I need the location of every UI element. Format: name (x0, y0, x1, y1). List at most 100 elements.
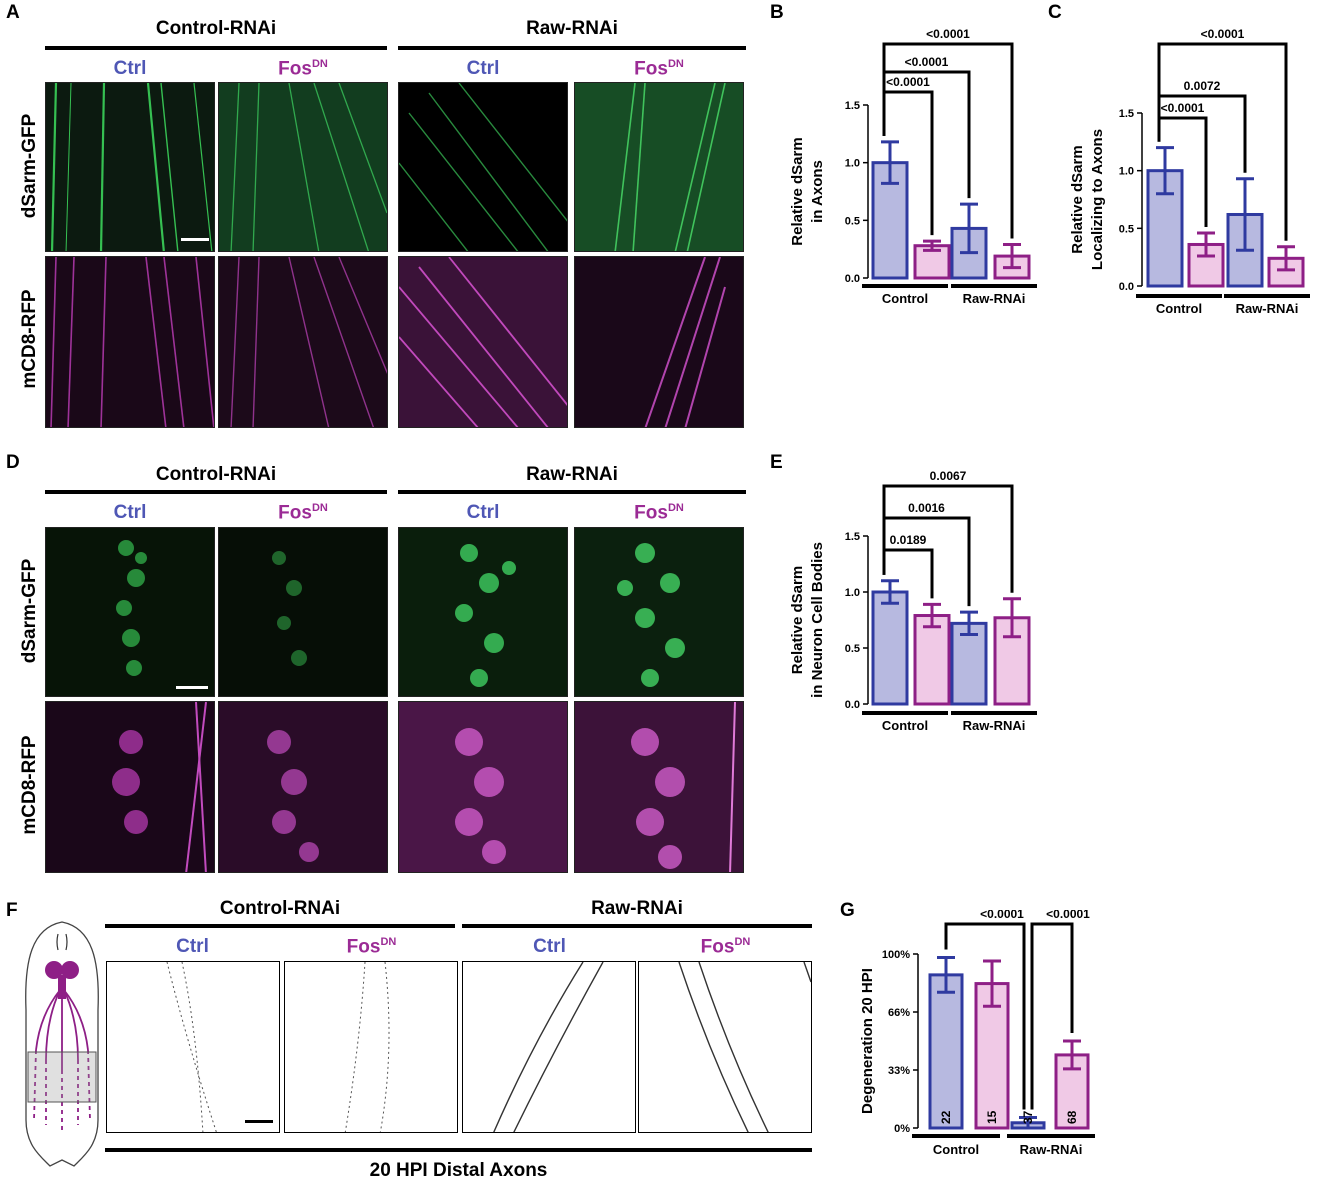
significance-bracket (1030, 922, 1074, 1110)
group-label-control: Control-RNAi (155, 464, 277, 485)
condition-ctrl: Ctrl (466, 58, 500, 79)
bar (871, 590, 909, 706)
y-tick-label: 66% (888, 1007, 910, 1019)
group-label: Control (882, 718, 928, 733)
group-label-raw: Raw-RNAi (526, 18, 618, 39)
micrograph-a-gfp-ctrl-control (45, 82, 215, 252)
y-tick-label: 1.5 (1119, 108, 1134, 120)
micrograph-a-rfp-fos-control (218, 256, 388, 428)
y-axis-label: Relative dSarm (1069, 145, 1086, 253)
group-label: Control (933, 1142, 979, 1157)
condition-ctrl: Ctrl (466, 502, 500, 523)
micrograph-f-fos-control (284, 961, 458, 1133)
micrograph-d-gfp-ctrl-control (45, 527, 215, 697)
group-label-control: Control-RNAi (219, 898, 341, 919)
y-tick-label: 0% (894, 1123, 910, 1135)
p-value: <0.0001 (1201, 27, 1245, 41)
significance-bracket (882, 484, 1014, 593)
p-value: 0.0189 (890, 533, 927, 547)
group-bar (1136, 294, 1222, 298)
group-label: Control (882, 291, 928, 306)
group-bar-control (45, 490, 387, 494)
panel-label-c: C (1048, 2, 1062, 23)
count-label: 37 (1021, 1110, 1035, 1124)
p-value: <0.0001 (1046, 910, 1090, 921)
group-bar-raw (398, 490, 746, 494)
panel-label-f: F (6, 900, 18, 921)
group-bar (951, 711, 1037, 715)
y-tick-label: 0.5 (845, 643, 860, 655)
row-label-rfp: mCD8-RFP (19, 735, 40, 835)
y-tick-label: 1.0 (1119, 166, 1134, 178)
group-label: Raw-RNAi (1236, 301, 1299, 316)
micrograph-f-ctrl-control (106, 961, 280, 1133)
scale-bar (176, 686, 208, 689)
significance-bracket (944, 922, 1026, 1110)
bar-chart-e: 0.0 0.5 1.0 1.5 Relative dSarm in Neuron Cell… (789, 469, 1037, 733)
y-tick-label: 1.0 (845, 587, 860, 599)
larva-schematic (25, 921, 99, 1167)
y-axis-label: in Neuron Cell Bodies (809, 542, 826, 698)
y-tick-label: 0.0 (845, 699, 860, 711)
micrograph-f-ctrl-raw (462, 961, 636, 1133)
micrograph-a-gfp-fos-raw (574, 82, 744, 252)
micrograph-a-gfp-fos-control (218, 82, 388, 252)
caption-bar (105, 1148, 812, 1152)
condition-fos: FosDN (278, 502, 328, 524)
panel-label-a: A (6, 2, 20, 23)
y-tick-label: 1.5 (845, 100, 860, 112)
y-axis-label: Localizing to Axons (1089, 129, 1106, 270)
group-bar-raw (398, 46, 746, 50)
y-tick-label: 0.5 (845, 215, 860, 227)
condition-fos: FosDN (278, 58, 328, 80)
figure-caption: 20 HPI Distal Axons (369, 1160, 548, 1181)
group-label: Raw-RNAi (963, 718, 1026, 733)
condition-fos: FosDN (700, 936, 751, 958)
scale-bar (181, 238, 209, 241)
y-tick-label: 0.0 (845, 273, 860, 285)
p-value: <0.0001 (1161, 101, 1205, 115)
micrograph-d-gfp-fos-raw (574, 527, 744, 697)
y-axis-label: in Axons (809, 160, 826, 223)
group-bar (951, 284, 1037, 288)
bar-chart-b: 0.0 0.5 1.0 1.5 Relative dSarm in Axons Contro… (789, 27, 1037, 306)
y-tick-label: 0.0 (1119, 281, 1134, 293)
significance-bracket (882, 42, 1014, 239)
condition-ctrl: Ctrl (176, 936, 209, 957)
scale-bar (245, 1120, 273, 1123)
group-bar (1007, 1134, 1095, 1138)
micrograph-a-gfp-ctrl-raw (398, 82, 568, 252)
count-label: 15 (985, 1110, 999, 1124)
group-bar-control (45, 46, 387, 50)
group-bar (862, 711, 948, 715)
micrograph-f-fos-raw (638, 961, 812, 1133)
condition-ctrl: Ctrl (113, 502, 147, 523)
row-label-rfp: mCD8-RFP (19, 289, 40, 389)
y-tick-label: 0.5 (1119, 223, 1134, 235)
p-value: <0.0001 (926, 27, 970, 41)
count-label: 68 (1065, 1110, 1079, 1124)
bar (950, 621, 988, 706)
group-label: Control (1156, 301, 1202, 316)
y-tick-label: 33% (888, 1065, 910, 1077)
y-tick-label: 1.5 (845, 531, 860, 543)
y-axis-label: Relative dSarm (789, 566, 806, 674)
p-value: 0.0067 (930, 469, 967, 483)
p-value: <0.0001 (905, 55, 949, 69)
micrograph-a-rfp-ctrl-control (45, 256, 215, 428)
group-bar (862, 284, 948, 288)
group-label-raw: Raw-RNAi (591, 898, 683, 919)
group-bar-control (105, 924, 455, 928)
panel-label-b: B (770, 2, 784, 23)
group-bar (1224, 294, 1310, 298)
micrograph-d-gfp-fos-control (218, 527, 388, 697)
bar (913, 614, 951, 706)
y-tick-label: 100% (882, 949, 910, 961)
micrograph-d-rfp-fos-raw (574, 701, 744, 873)
panel-label-e: E (770, 452, 783, 473)
count-label: 22 (939, 1110, 953, 1124)
panel-label-g: G (840, 900, 855, 921)
group-bar-raw (462, 924, 812, 928)
micrograph-d-rfp-ctrl-control (45, 701, 215, 873)
micrograph-d-rfp-ctrl-raw (398, 701, 568, 873)
